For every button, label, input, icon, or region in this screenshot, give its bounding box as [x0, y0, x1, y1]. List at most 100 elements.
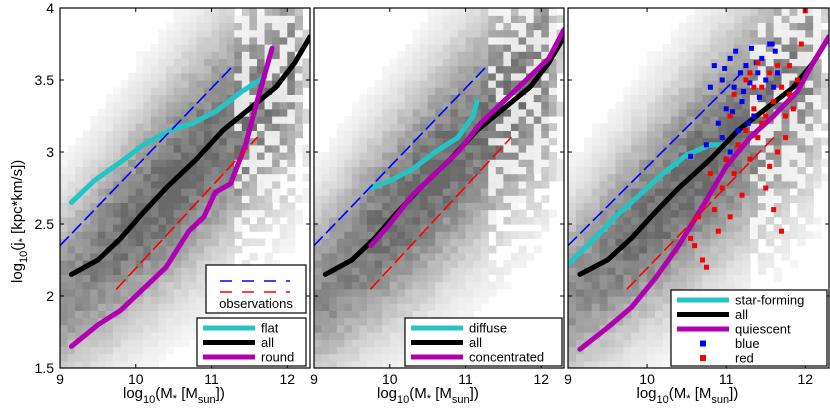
histogram-cell — [548, 108, 558, 117]
histogram-cell — [465, 288, 474, 297]
histogram-cell — [166, 166, 175, 175]
histogram-cell — [765, 36, 775, 45]
histogram-cell — [143, 224, 152, 232]
histogram-cell — [631, 123, 640, 131]
histogram-cell — [389, 80, 398, 88]
histogram-cell — [67, 238, 76, 247]
histogram-cell — [135, 238, 144, 247]
histogram-cell — [773, 267, 783, 275]
histogram-cell — [412, 173, 421, 182]
histogram-cell — [367, 353, 376, 362]
histogram-cell — [718, 224, 727, 232]
histogram-cell — [670, 152, 680, 160]
histogram-cell — [773, 8, 783, 16]
histogram-cell — [67, 188, 76, 196]
histogram-cell — [359, 267, 368, 275]
histogram-cell — [435, 188, 444, 196]
histogram-cell — [321, 288, 330, 297]
histogram-cell — [181, 209, 190, 218]
histogram-cell — [382, 101, 391, 110]
histogram-cell — [488, 166, 497, 175]
histogram-cell — [143, 173, 152, 182]
histogram-cell — [113, 231, 122, 239]
histogram-cell — [647, 195, 656, 203]
histogram-cell — [503, 216, 512, 225]
histogram-cell — [607, 353, 617, 362]
histogram-cell — [631, 353, 640, 362]
histogram-cell — [647, 339, 656, 347]
histogram-cell — [575, 166, 585, 175]
histogram-cell — [686, 216, 696, 225]
histogram-cell — [143, 317, 152, 326]
histogram-cell — [541, 144, 550, 153]
histogram-cell — [757, 44, 767, 52]
axes-frame — [313, 7, 565, 369]
histogram-cell — [765, 159, 775, 167]
histogram-cell — [591, 188, 601, 196]
histogram-cell — [615, 353, 624, 362]
histogram-cell — [397, 303, 406, 311]
histogram-cell — [710, 173, 719, 182]
histogram-cell — [135, 108, 144, 117]
histogram-cell — [631, 101, 640, 110]
histogram-cell — [647, 173, 656, 182]
histogram-cell — [518, 260, 527, 268]
histogram-cell — [765, 216, 775, 225]
histogram-cell — [662, 173, 672, 182]
histogram-cell — [510, 8, 520, 16]
histogram-cell — [412, 216, 421, 225]
histogram-cell — [135, 260, 144, 268]
histogram-cell — [465, 72, 474, 81]
histogram-cell — [287, 173, 296, 182]
histogram-cell — [480, 224, 489, 232]
histogram-cell — [450, 101, 459, 110]
histogram-cell — [427, 65, 436, 74]
histogram-cell — [329, 260, 338, 268]
histogram-cell — [450, 216, 459, 225]
histogram-cell — [158, 116, 167, 124]
histogram-cell — [196, 130, 205, 139]
histogram-cell — [367, 339, 376, 347]
histogram-cell — [135, 58, 144, 67]
histogram-cell — [219, 209, 228, 218]
histogram-cell — [757, 87, 767, 95]
histogram-cell — [336, 332, 345, 340]
histogram-cell — [181, 108, 190, 117]
histogram-cell — [457, 116, 467, 124]
x-label-star: * — [686, 393, 691, 405]
histogram-cell — [211, 29, 220, 38]
histogram-cell — [264, 8, 273, 16]
histogram-cell — [427, 29, 436, 38]
histogram-cell — [256, 130, 266, 139]
histogram-cell — [639, 332, 648, 340]
histogram-cell — [120, 360, 129, 368]
histogram-cell — [166, 36, 175, 45]
histogram-cell — [548, 209, 558, 218]
histogram-cell — [813, 36, 822, 45]
histogram-cell — [541, 209, 550, 218]
histogram-cell — [773, 137, 783, 146]
histogram-cell — [726, 65, 735, 74]
histogram-cell — [264, 209, 273, 218]
histogram-cell — [607, 144, 617, 153]
histogram-cell — [329, 152, 338, 160]
histogram-cell — [480, 173, 489, 182]
histogram-cell — [757, 216, 767, 225]
histogram-cell — [670, 72, 680, 81]
histogram-cell — [541, 152, 550, 160]
histogram-cell — [435, 80, 444, 88]
histogram-cell — [749, 224, 759, 232]
histogram-cell — [60, 324, 69, 333]
histogram-cell — [533, 58, 542, 67]
histogram-cell — [548, 36, 558, 45]
histogram-cell — [450, 202, 459, 211]
histogram-cell — [412, 195, 421, 203]
histogram-cell — [128, 288, 137, 297]
legend-label-all: all — [735, 307, 748, 322]
histogram-cell — [219, 260, 228, 268]
histogram-cell — [533, 216, 542, 225]
histogram-cell — [442, 58, 451, 67]
histogram-cell — [382, 231, 391, 239]
series-all-line — [577, 34, 829, 277]
histogram-cell — [473, 94, 482, 103]
